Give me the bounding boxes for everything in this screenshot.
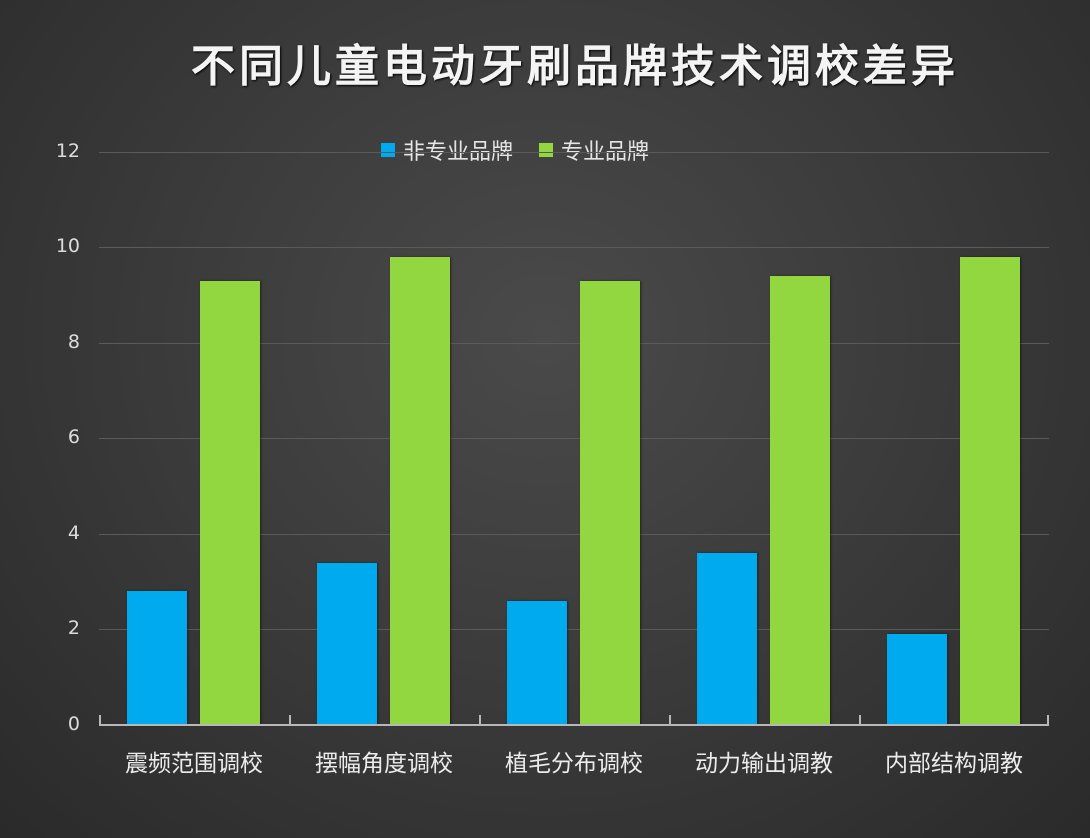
gridline-10 xyxy=(99,247,1049,248)
gridline-8 xyxy=(99,343,1049,344)
x-tick-mark xyxy=(479,715,481,725)
y-tick-10: 10 xyxy=(55,235,80,257)
x-label-swing-angle: 摆幅角度调校 xyxy=(315,751,453,777)
bar-non-professional xyxy=(887,634,947,725)
gridline-4 xyxy=(99,534,1049,535)
x-tick-mark xyxy=(289,715,291,725)
bar-non-professional xyxy=(127,591,187,725)
x-label-internal-structure: 内部结构调教 xyxy=(885,751,1023,777)
bar-non-professional xyxy=(317,562,377,725)
x-label-bristle-distribution: 植毛分布调校 xyxy=(505,751,643,777)
x-label-vibration-range: 震频范围调校 xyxy=(125,751,263,777)
gridline-12 xyxy=(99,152,1049,153)
x-tick-mark xyxy=(99,715,101,725)
y-tick-0: 0 xyxy=(67,713,80,735)
y-tick-12: 12 xyxy=(55,140,80,162)
y-tick-4: 4 xyxy=(67,522,80,544)
y-tick-6: 6 xyxy=(67,426,80,448)
x-tick-mark xyxy=(669,715,671,725)
bar-professional xyxy=(580,280,640,725)
bar-professional xyxy=(200,280,260,725)
x-label-power-output: 动力输出调教 xyxy=(695,751,833,777)
bar-non-professional xyxy=(697,553,757,725)
bar-non-professional xyxy=(507,600,567,725)
x-tick-mark xyxy=(859,715,861,725)
x-tick-mark xyxy=(1047,715,1049,725)
y-tick-8: 8 xyxy=(67,331,80,353)
gridline-6 xyxy=(99,438,1049,439)
bar-professional xyxy=(770,276,830,725)
bar-professional xyxy=(960,257,1020,725)
gridline-2 xyxy=(99,629,1049,630)
x-axis xyxy=(99,724,1049,726)
legend-swatch-blue-icon xyxy=(381,143,395,157)
y-tick-2: 2 xyxy=(67,617,80,639)
bar-professional xyxy=(390,257,450,725)
chart-title: 不同儿童电动牙刷品牌技术调校差异 xyxy=(191,41,959,92)
legend-swatch-green-icon xyxy=(539,143,554,157)
